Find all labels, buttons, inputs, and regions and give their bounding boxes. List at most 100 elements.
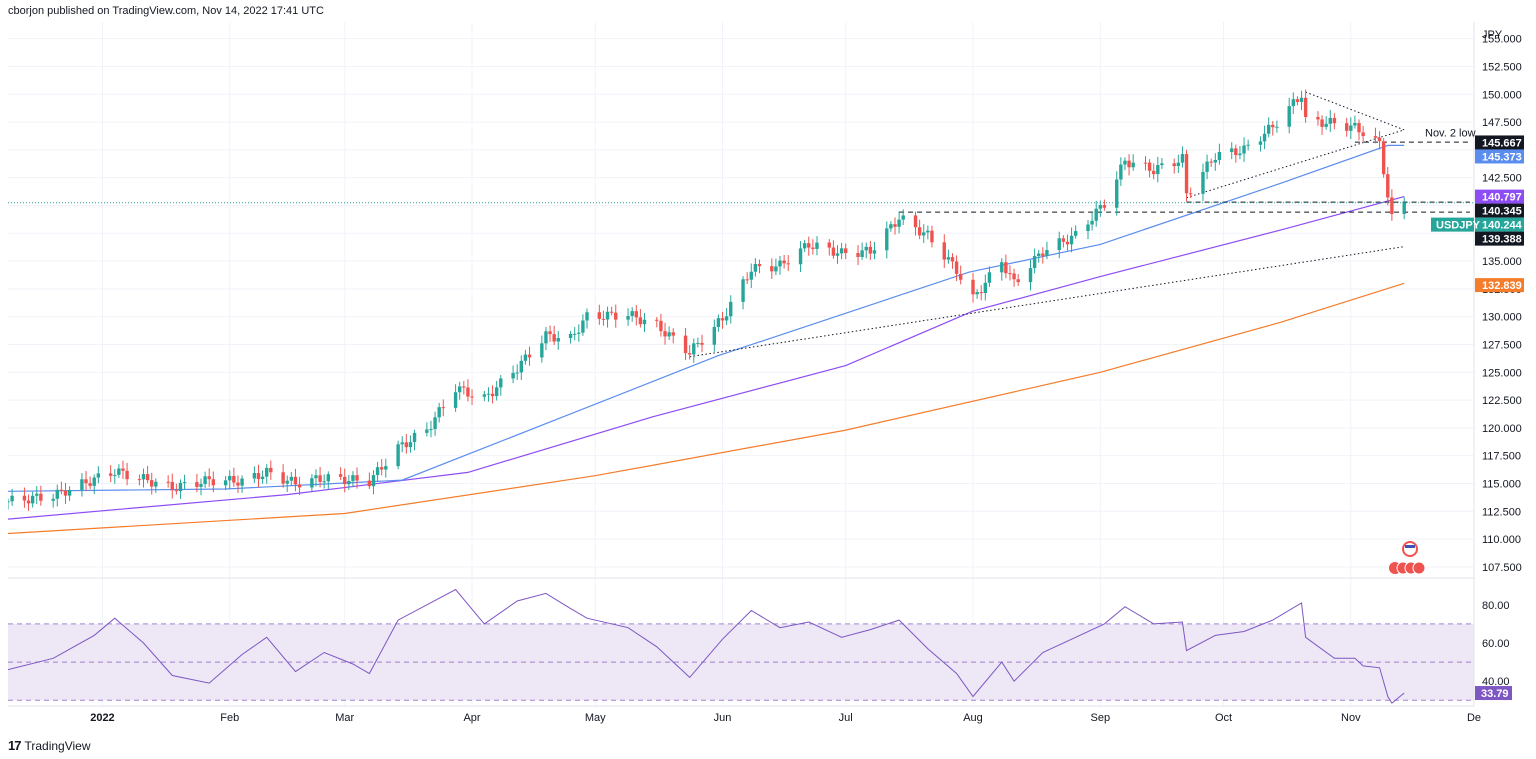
candle bbox=[544, 327, 548, 351]
candle bbox=[581, 314, 585, 336]
candle bbox=[232, 467, 236, 487]
candle-body bbox=[975, 292, 979, 295]
candle bbox=[121, 460, 125, 479]
candle-body bbox=[716, 318, 721, 327]
candle bbox=[638, 309, 643, 328]
candle-body bbox=[860, 250, 864, 257]
candle bbox=[63, 482, 68, 504]
candle bbox=[1246, 139, 1250, 151]
candle bbox=[634, 305, 638, 326]
candle bbox=[519, 355, 524, 381]
flag-canton bbox=[1405, 545, 1415, 548]
candle bbox=[404, 434, 409, 454]
candle-body bbox=[379, 467, 384, 470]
candle-body bbox=[626, 315, 630, 320]
candle-body bbox=[1061, 238, 1066, 242]
candle bbox=[195, 473, 199, 493]
candle bbox=[601, 310, 606, 326]
candle-body bbox=[1213, 159, 1217, 163]
candle-body bbox=[1299, 97, 1304, 102]
candle bbox=[1032, 248, 1037, 274]
candle-body bbox=[958, 273, 963, 280]
candle bbox=[453, 384, 458, 412]
candle bbox=[1123, 157, 1127, 171]
candle bbox=[663, 322, 667, 345]
candle bbox=[667, 326, 671, 341]
candle-body bbox=[1057, 238, 1061, 251]
candle-body bbox=[917, 227, 922, 236]
candle bbox=[1377, 131, 1382, 150]
candle bbox=[84, 470, 88, 492]
candle bbox=[1016, 273, 1020, 286]
candle bbox=[1184, 149, 1189, 202]
candle bbox=[462, 380, 466, 395]
badge-label: 139.388 bbox=[1482, 234, 1522, 246]
candle bbox=[343, 468, 347, 493]
candle bbox=[375, 461, 380, 482]
candle-body bbox=[864, 246, 868, 251]
candle-body bbox=[1069, 235, 1074, 245]
candle-body bbox=[897, 219, 901, 227]
candle bbox=[367, 472, 372, 490]
candle-body bbox=[786, 263, 790, 265]
candle-body bbox=[642, 319, 647, 325]
candle bbox=[1000, 258, 1004, 281]
candle-body bbox=[1201, 171, 1205, 194]
candle bbox=[630, 307, 634, 322]
candle bbox=[1156, 156, 1160, 183]
candle-body bbox=[922, 232, 926, 236]
price-tick-label: 117.500 bbox=[1482, 451, 1521, 463]
trendlines bbox=[8, 91, 1474, 358]
candle-body bbox=[1086, 224, 1090, 232]
candle-body bbox=[827, 242, 831, 248]
candle bbox=[1299, 90, 1304, 111]
us-flag-icon[interactable] bbox=[1402, 541, 1418, 557]
candle-body bbox=[692, 343, 696, 355]
candle bbox=[150, 472, 154, 495]
candle-body bbox=[84, 479, 88, 484]
candle bbox=[860, 242, 864, 260]
rsi-axis[interactable]: 40.00 60.00 80.00 bbox=[1482, 600, 1510, 688]
candle bbox=[67, 486, 72, 501]
brand-footer[interactable]: 17 TradingView bbox=[8, 738, 91, 753]
candle-body bbox=[913, 215, 918, 228]
candle-body bbox=[195, 482, 199, 487]
candle-body bbox=[979, 292, 983, 294]
candle-body bbox=[552, 334, 556, 342]
candle bbox=[1090, 212, 1094, 231]
candle-body bbox=[1016, 279, 1020, 283]
candle bbox=[626, 308, 630, 326]
candle-body bbox=[1102, 205, 1107, 208]
candle bbox=[724, 307, 729, 325]
candle bbox=[1303, 89, 1308, 123]
symbol-tag: USDJPY bbox=[1436, 220, 1481, 232]
candle bbox=[1275, 120, 1279, 133]
candle-body bbox=[199, 484, 203, 487]
candle bbox=[80, 473, 84, 497]
candle-body bbox=[494, 387, 499, 397]
candle-body bbox=[893, 224, 897, 227]
candle-body bbox=[1217, 151, 1222, 160]
candle-body bbox=[1012, 273, 1016, 280]
candle-body bbox=[166, 481, 170, 483]
candle-body bbox=[1123, 160, 1127, 165]
price-axis[interactable]: JPY 107.500 110.000 112.500 115.000 117.500 1… bbox=[1482, 29, 1522, 574]
candle bbox=[971, 272, 975, 303]
candle-body bbox=[614, 312, 618, 320]
economic-events-icon[interactable] bbox=[1389, 541, 1426, 575]
time-tick-label: Nov bbox=[1341, 712, 1361, 724]
event-dot-icon[interactable] bbox=[1412, 561, 1426, 575]
candle-body bbox=[1275, 126, 1279, 128]
candle bbox=[527, 346, 532, 366]
trendline bbox=[1305, 91, 1405, 131]
candle-body bbox=[30, 495, 35, 504]
ema100-line bbox=[8, 196, 1405, 520]
candle-body bbox=[1287, 106, 1291, 127]
candle bbox=[893, 217, 897, 235]
candle-body bbox=[544, 331, 548, 344]
candle-body bbox=[597, 312, 602, 319]
time-axis[interactable]: 2022 Feb Mar Apr May Jun Jul Aug Sep Oct Nov De bbox=[90, 712, 1481, 724]
candle bbox=[642, 312, 647, 333]
candle-body bbox=[1000, 262, 1004, 273]
